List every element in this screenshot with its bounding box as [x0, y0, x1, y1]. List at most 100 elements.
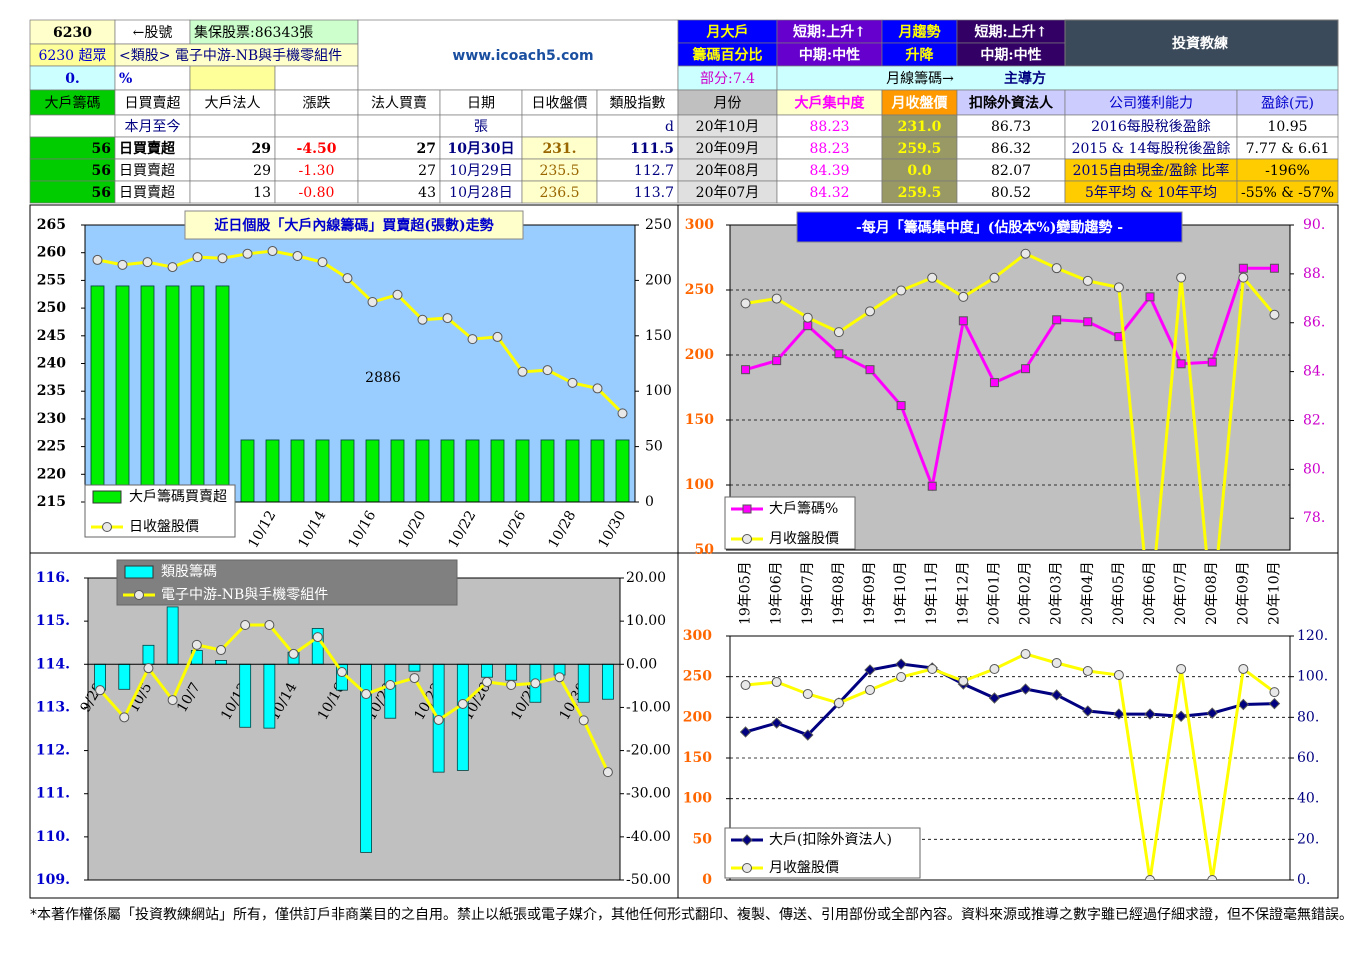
point [317, 257, 328, 268]
point [217, 253, 228, 264]
point [1082, 275, 1093, 286]
cell-text: 盈餘(元) [1261, 95, 1314, 112]
table-cell [29, 114, 116, 138]
point [482, 676, 492, 687]
cell-text: 0. [65, 71, 80, 87]
point [506, 679, 517, 690]
bar [365, 439, 380, 503]
legend-marker [742, 534, 752, 544]
chart-title: 近日個股「大戶內線籌碼」買賣超(張數)走勢 [214, 217, 493, 234]
cell-text: 本月至今 [125, 119, 181, 135]
bar [115, 285, 130, 503]
cell-text: -1.30 [299, 163, 335, 179]
table-cell [677, 89, 778, 116]
y-tick-label: 113. [36, 699, 70, 715]
legend-marker [134, 590, 144, 600]
point [192, 252, 203, 263]
point [336, 667, 347, 678]
y-tick-label: 116. [36, 570, 70, 586]
bar [456, 663, 469, 771]
legend-marker [742, 504, 752, 514]
cell-text: 日買賣超 [119, 140, 176, 157]
point [1176, 359, 1186, 369]
cell-text: 7.77 & 6.61 [1246, 141, 1330, 157]
point [467, 334, 478, 345]
point [143, 663, 154, 674]
bar [415, 439, 430, 503]
table-cell [521, 89, 598, 116]
legend-label: 月收盤股價 [769, 530, 839, 547]
cell-text: 29 [253, 163, 271, 179]
cell-text: 111.5 [630, 141, 674, 157]
point [1145, 875, 1155, 880]
cell-text: 短期:上升↑ [975, 24, 1048, 41]
table-cell [274, 114, 359, 138]
legend-box [724, 827, 921, 879]
table-cell [189, 65, 276, 91]
cell-text: 86.32 [991, 141, 1031, 157]
line [98, 623, 610, 773]
line [745, 652, 1276, 880]
bar [540, 439, 555, 503]
bar [142, 644, 155, 665]
cell-text: 日買賣超 [119, 185, 175, 201]
point [896, 401, 906, 411]
legend-label: 大戶籌碼% [769, 501, 838, 517]
table-cell [1064, 89, 1238, 116]
cell-text: 56 [92, 185, 111, 201]
cell-text: 日收盤價 [532, 95, 588, 112]
cell-text: 類股指數 [610, 96, 666, 112]
point [896, 285, 907, 296]
y-tick-label: 0 [702, 872, 712, 888]
line [745, 251, 1276, 550]
point [865, 306, 875, 317]
cell-text: 張 [474, 119, 488, 135]
cell-text: 法人買賣 [371, 96, 427, 112]
point [989, 664, 1000, 675]
point [741, 365, 751, 375]
cell-text: 84.32 [809, 185, 849, 201]
y-tick-label: 50 [693, 831, 713, 847]
point [617, 408, 628, 419]
x-tick-label: 20年10月 [1266, 561, 1282, 625]
point [1269, 309, 1280, 320]
plot-area [729, 224, 1291, 551]
point [1050, 689, 1063, 701]
table-cell [1236, 180, 1339, 204]
cell-text: 56 [92, 163, 111, 179]
table-cell [189, 114, 276, 138]
x-tick-label: 20年04月 [1080, 561, 1096, 625]
table-cell [357, 19, 679, 91]
point [927, 272, 938, 283]
point [367, 297, 378, 308]
table-cell [274, 89, 359, 116]
point [342, 273, 353, 284]
cell-text: -4.50 [297, 141, 337, 157]
cell-text: 月趨勢 [898, 24, 941, 41]
point [1238, 263, 1248, 273]
table-cell [881, 89, 958, 116]
cell-text: 82.07 [991, 163, 1031, 179]
cell-text: 235.5 [539, 163, 579, 179]
point [216, 645, 226, 656]
point [1176, 272, 1187, 283]
legend-label: 月收盤股價 [769, 859, 839, 876]
point [1082, 665, 1093, 676]
legend-label: 電子中游-NB與手機零組件 [161, 587, 328, 603]
point [1269, 687, 1280, 698]
main-label: 月線籌碼→ [886, 71, 954, 87]
legend-marker [102, 522, 112, 532]
point [1207, 357, 1217, 367]
legend-swatch [92, 490, 122, 504]
cell-text: 5年平均 & 10年平均 [1085, 185, 1217, 201]
logo-box [1064, 19, 1339, 67]
point [1020, 648, 1031, 659]
point [988, 692, 1001, 704]
y2-tick-label: 0 [645, 494, 654, 510]
point [167, 262, 178, 273]
cell-text: 20年09月 [696, 141, 760, 157]
bar [166, 606, 179, 665]
cell-text: 259.5 [898, 185, 942, 201]
cell-text: 6230 [53, 25, 92, 41]
